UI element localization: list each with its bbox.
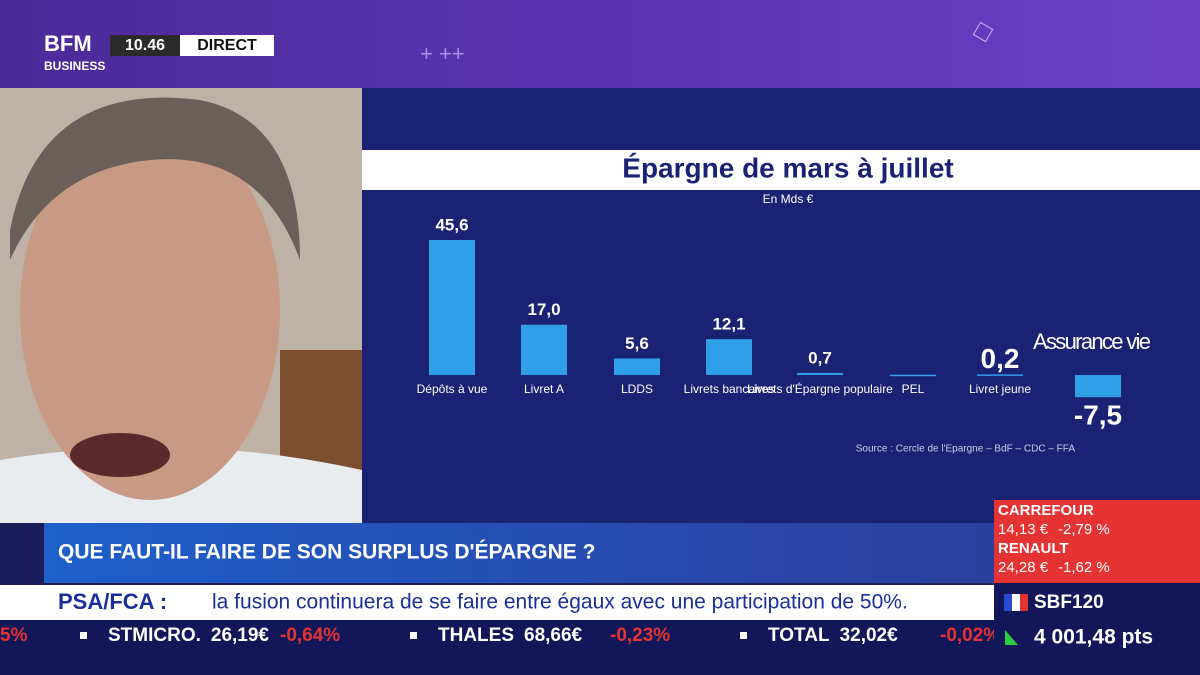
logo: BFM bbox=[44, 31, 92, 56]
bar bbox=[706, 339, 752, 375]
bullet bbox=[80, 632, 87, 639]
value-label: 17,0 bbox=[527, 300, 560, 319]
ticker-change: -0,02% bbox=[940, 625, 1000, 646]
clock: 10.46 bbox=[125, 37, 165, 54]
bar bbox=[1075, 375, 1121, 398]
logo-sub: BUSINESS bbox=[44, 59, 105, 73]
stock-price: 24,28 € bbox=[998, 559, 1049, 576]
index-name: SBF120 bbox=[1034, 592, 1104, 613]
category-label: Dépôts à vue bbox=[417, 382, 488, 396]
face bbox=[20, 120, 280, 500]
bar bbox=[429, 240, 475, 375]
bar bbox=[614, 358, 660, 375]
value-label: 12,1 bbox=[712, 315, 745, 334]
category-label: Livret jeune bbox=[969, 382, 1031, 396]
category-label: Livret A bbox=[524, 382, 564, 396]
category-label: PEL bbox=[902, 382, 925, 396]
bullet bbox=[410, 632, 417, 639]
flag bbox=[1004, 594, 1012, 611]
stock-name: RENAULT bbox=[998, 540, 1069, 557]
ticker-fragment: 5% bbox=[0, 625, 28, 646]
chart-source: Source : Cercle de l'Epargne – BdF – CDC… bbox=[856, 444, 1076, 455]
ticker-price: 26,19€ bbox=[211, 625, 270, 646]
ticker-price: 32,02€ bbox=[840, 625, 899, 646]
bar bbox=[521, 324, 567, 375]
category-label: Livrets d'Épargne populaire bbox=[747, 381, 893, 396]
bullet bbox=[740, 632, 747, 639]
chart-title-band bbox=[362, 150, 1200, 190]
ticker-name: STMICRO. bbox=[108, 625, 201, 646]
decor: + ++ bbox=[420, 41, 465, 66]
ticker-items: 5% STMICRO. 26,19€ -0,64% THALES 68,66€ -0,23%… bbox=[0, 625, 1000, 646]
ticker bbox=[0, 620, 994, 675]
index-box bbox=[994, 583, 1200, 675]
flag bbox=[1012, 594, 1020, 611]
value-label: 5,6 bbox=[625, 334, 649, 353]
bar bbox=[797, 372, 843, 375]
banner bbox=[44, 523, 994, 583]
mouth bbox=[70, 433, 170, 477]
live: DIRECT bbox=[197, 37, 257, 54]
index-value: 4 001,48 pts bbox=[1034, 626, 1153, 649]
stock-price: 14,13 € bbox=[998, 521, 1049, 538]
arrow bbox=[1005, 630, 1018, 645]
ticker-name: THALES bbox=[438, 625, 514, 646]
stock-change: -1,62 % bbox=[1058, 559, 1110, 576]
bar bbox=[977, 374, 1023, 376]
stocks: CARREFOUR 14,13 € -2,79 % RENAULT 24,28 € -1,… bbox=[998, 502, 1110, 576]
stock-change: -2,79 % bbox=[1058, 521, 1110, 538]
ticker-change: -0,64% bbox=[280, 625, 340, 646]
hair bbox=[10, 97, 300, 260]
ticker-price: 68,66€ bbox=[524, 625, 583, 646]
flag bbox=[1020, 594, 1028, 611]
clock-bg bbox=[110, 35, 180, 56]
value-label: 0,7 bbox=[808, 348, 832, 367]
news-label: PSA/FCA : bbox=[58, 589, 167, 614]
plot: 45,6 Dépôts à vue 17,0 Livret A 5,6 LDDS 12,1 L… bbox=[417, 216, 1151, 431]
stocks-box bbox=[994, 500, 1200, 583]
headline: QUE FAUT-IL FAIRE DE SON SURPLUS D'ÉPARG… bbox=[58, 541, 595, 564]
category-label: Livrets bancaires bbox=[684, 382, 775, 396]
value-label: 45,6 bbox=[435, 216, 468, 235]
value-label: -7,5 bbox=[1074, 400, 1122, 431]
category-label: Assurance vie bbox=[1033, 329, 1151, 354]
ticker-change: -0,23% bbox=[610, 625, 670, 646]
chart-subtitle: En Mds € bbox=[763, 192, 814, 206]
bar bbox=[890, 374, 936, 377]
category-label: LDDS bbox=[621, 382, 653, 396]
news-text: la fusion continuera de se faire entre é… bbox=[212, 591, 908, 614]
news-bar bbox=[0, 585, 994, 620]
stock-name: CARREFOUR bbox=[998, 502, 1094, 519]
chart-title: Épargne de mars à juillet bbox=[622, 152, 953, 183]
decor bbox=[972, 21, 994, 43]
value-label: 0,2 bbox=[981, 343, 1020, 374]
ticker-name: TOTAL bbox=[768, 625, 830, 646]
